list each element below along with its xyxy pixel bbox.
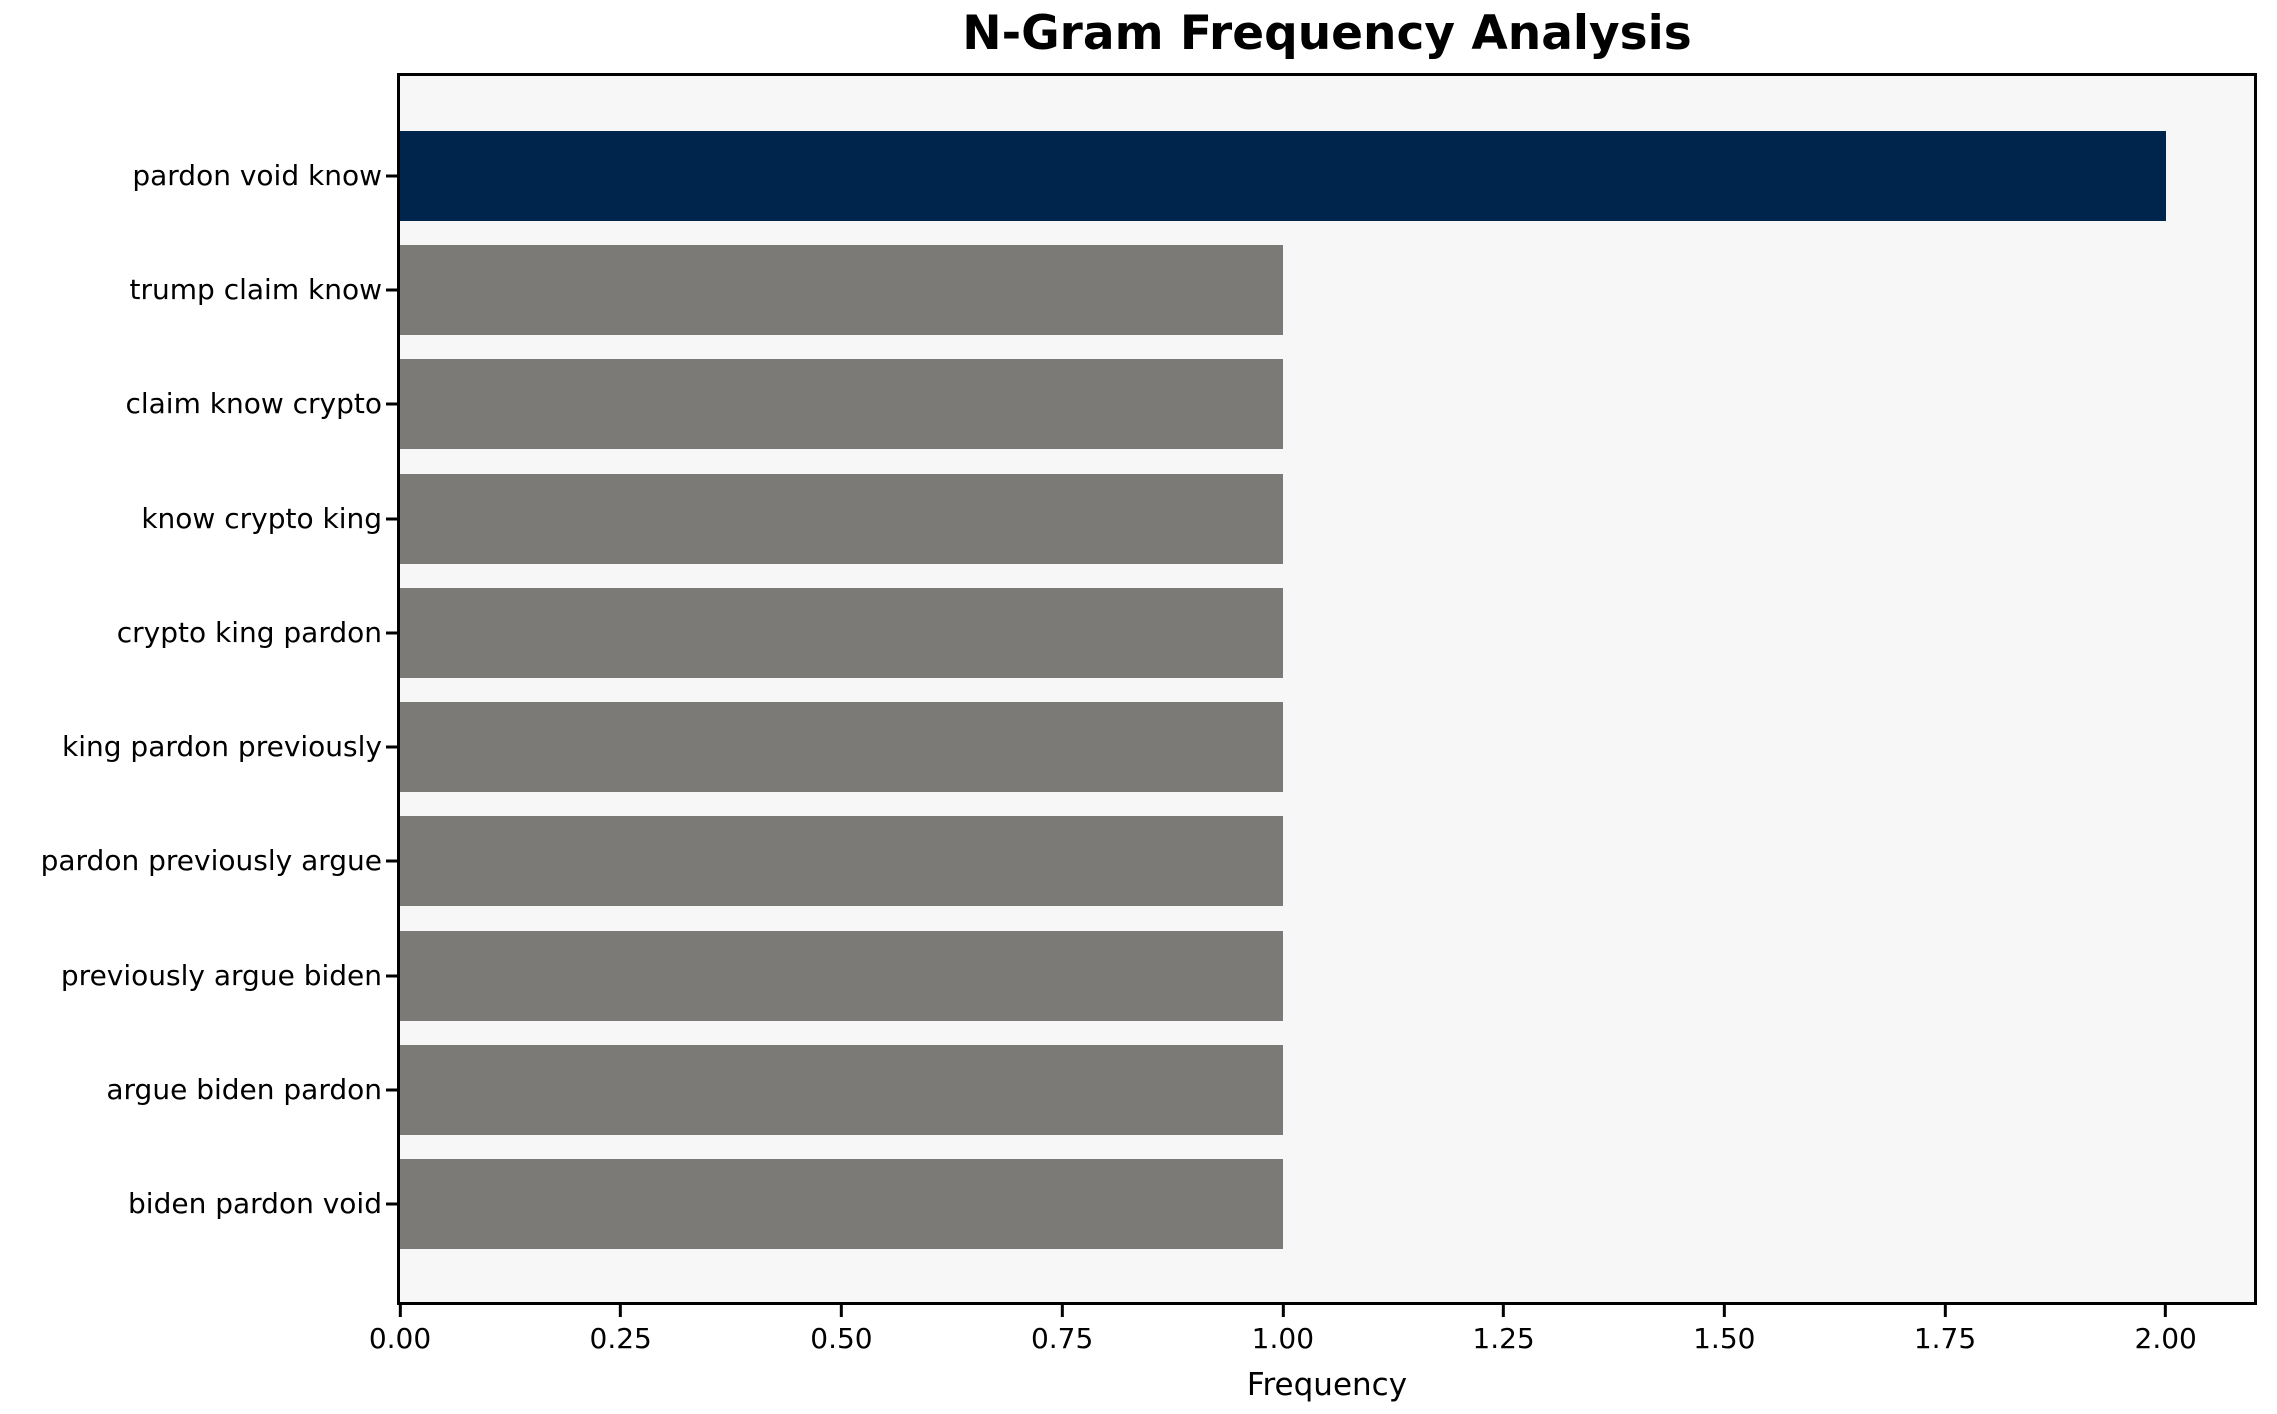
y-tick-mark xyxy=(386,1202,397,1206)
y-tick-mark xyxy=(386,288,397,292)
y-tick-label: biden pardon void xyxy=(128,1186,382,1220)
y-tick-mark xyxy=(386,631,397,635)
x-tick: 0.00 xyxy=(369,1305,431,1353)
y-tick-label: claim know crypto xyxy=(125,387,382,421)
bar xyxy=(400,816,1283,907)
y-tick-label: previously argue biden xyxy=(60,958,382,992)
x-tick-label: 1.00 xyxy=(1251,1322,1315,1355)
bar xyxy=(400,1044,1283,1135)
y-tick-label: crypto king pardon xyxy=(116,615,382,649)
x-tick-mark xyxy=(839,1305,843,1317)
bar-row: pardon void know xyxy=(132,131,2254,221)
bar xyxy=(400,587,1283,678)
bar xyxy=(400,1158,1283,1249)
x-tick-label: 0.25 xyxy=(589,1322,652,1355)
x-tick: 0.75 xyxy=(1031,1305,1093,1353)
y-tick-mark xyxy=(386,402,397,406)
bar-row: pardon previously argue xyxy=(41,816,2254,907)
bar-rows: pardon void know trump claim know claim kn… xyxy=(41,76,2254,1302)
bar-row: biden pardon void xyxy=(128,1158,2254,1249)
plot-area: pardon void know trump claim know claim kn… xyxy=(41,73,2257,1305)
x-tick-label: 1.50 xyxy=(1693,1322,1756,1355)
x-tick-mark xyxy=(398,1305,402,1317)
bar-row: crypto king pardon xyxy=(117,587,2254,678)
bar xyxy=(400,245,1283,336)
x-tick: 1.50 xyxy=(1693,1305,1755,1353)
y-tick-label: pardon previously argue xyxy=(40,844,382,878)
bar xyxy=(400,359,1283,450)
bar-row: argue biden pardon xyxy=(106,1044,2254,1135)
y-tick-mark xyxy=(386,859,397,863)
bar-row: claim know crypto xyxy=(125,359,2254,450)
y-tick-label: trump claim know xyxy=(129,273,382,307)
y-tick-label: pardon void know xyxy=(132,159,382,192)
x-tick-label: 0.50 xyxy=(810,1322,873,1355)
x-tick-label: 1.25 xyxy=(1472,1322,1535,1355)
x-tick-mark xyxy=(1943,1305,1947,1317)
x-tick-label: 0.00 xyxy=(368,1322,432,1355)
bar-row: previously argue biden xyxy=(61,930,2254,1021)
y-tick-label: know crypto king xyxy=(141,501,382,535)
y-tick-label: king pardon previously xyxy=(62,730,382,764)
x-axis-label: Frequency xyxy=(1246,1367,1408,1403)
x-tick-label: 0.75 xyxy=(1030,1322,1094,1355)
x-tick-mark xyxy=(2164,1305,2168,1317)
x-tick-mark xyxy=(1502,1305,1506,1317)
bar-row: king pardon previously xyxy=(62,702,2254,793)
x-tick: 1.00 xyxy=(1252,1305,1314,1353)
x-tick: 0.50 xyxy=(810,1305,873,1355)
bar xyxy=(400,473,1283,564)
y-tick-label: argue biden pardon xyxy=(106,1072,382,1106)
chart-title: N-Gram Frequency Analysis xyxy=(962,6,1692,61)
x-tick: 1.75 xyxy=(1914,1305,1976,1353)
x-tick-mark xyxy=(1060,1305,1064,1317)
x-tick-mark xyxy=(1722,1305,1726,1317)
x-tick-label: 2.00 xyxy=(2134,1322,2197,1355)
x-tick-mark xyxy=(1281,1305,1285,1317)
bar-row: know crypto king xyxy=(141,473,2254,564)
y-tick-mark xyxy=(386,974,397,978)
x-tick: 1.25 xyxy=(1472,1305,1535,1355)
x-tick-label: 1.75 xyxy=(1913,1322,1977,1355)
y-tick-mark xyxy=(386,517,397,521)
bar xyxy=(400,131,2166,221)
y-tick-mark xyxy=(386,174,397,178)
x-tick: 0.25 xyxy=(590,1305,652,1353)
bar-row: trump claim know xyxy=(130,245,2254,336)
x-tick-mark xyxy=(619,1305,623,1317)
x-axis: 0.00 0.25 0.50 0.75 1.00 1.25 1.50 1.75 2.00 xyxy=(369,1305,2254,1375)
y-tick-mark xyxy=(386,745,397,749)
bar xyxy=(400,930,1283,1021)
x-tick: 2.00 xyxy=(2135,1305,2197,1353)
y-tick-mark xyxy=(386,1088,397,1092)
bar xyxy=(400,702,1283,793)
